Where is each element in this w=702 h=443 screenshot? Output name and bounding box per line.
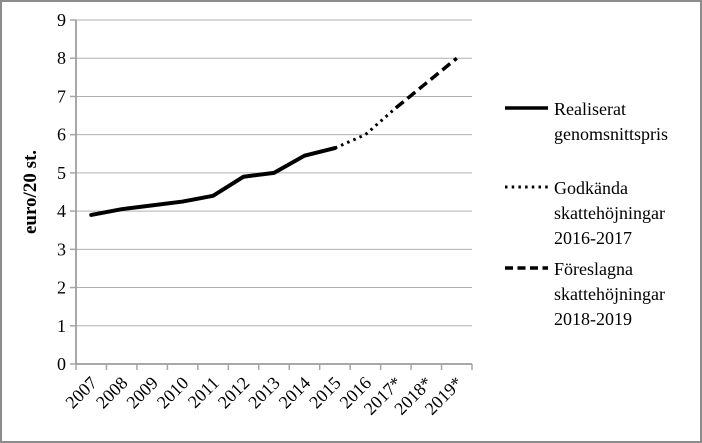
y-tick-label: 0: [57, 354, 66, 374]
x-tick-label: 2015: [305, 373, 345, 413]
y-axis-title: euro/20 st.: [20, 149, 41, 235]
y-tick-label: 8: [57, 48, 66, 68]
x-tick-label: 2011: [184, 373, 223, 412]
y-tick-label: 6: [57, 125, 66, 145]
series-line-dashed: [394, 56, 458, 110]
y-tick-label: 2: [57, 278, 66, 298]
y-tick-label: 7: [57, 86, 66, 106]
series-line-solid: [89, 146, 337, 217]
x-tick-label: 2010: [153, 373, 193, 413]
x-tick-label: 2012: [214, 373, 254, 413]
series-line-dotted: [334, 106, 397, 150]
x-tick-label: 2007: [61, 373, 101, 413]
y-tick-label: 3: [57, 239, 66, 259]
x-tick-label: 2013: [244, 373, 284, 413]
x-tick-label: 2014: [275, 373, 315, 413]
y-tick-label: 1: [57, 316, 66, 336]
x-tick-label: 2008: [92, 373, 132, 413]
y-tick-label: 4: [57, 201, 66, 221]
y-tick-label: 5: [57, 163, 66, 183]
x-tick-label: 2009: [122, 373, 162, 413]
y-tick-label: 9: [57, 10, 66, 30]
